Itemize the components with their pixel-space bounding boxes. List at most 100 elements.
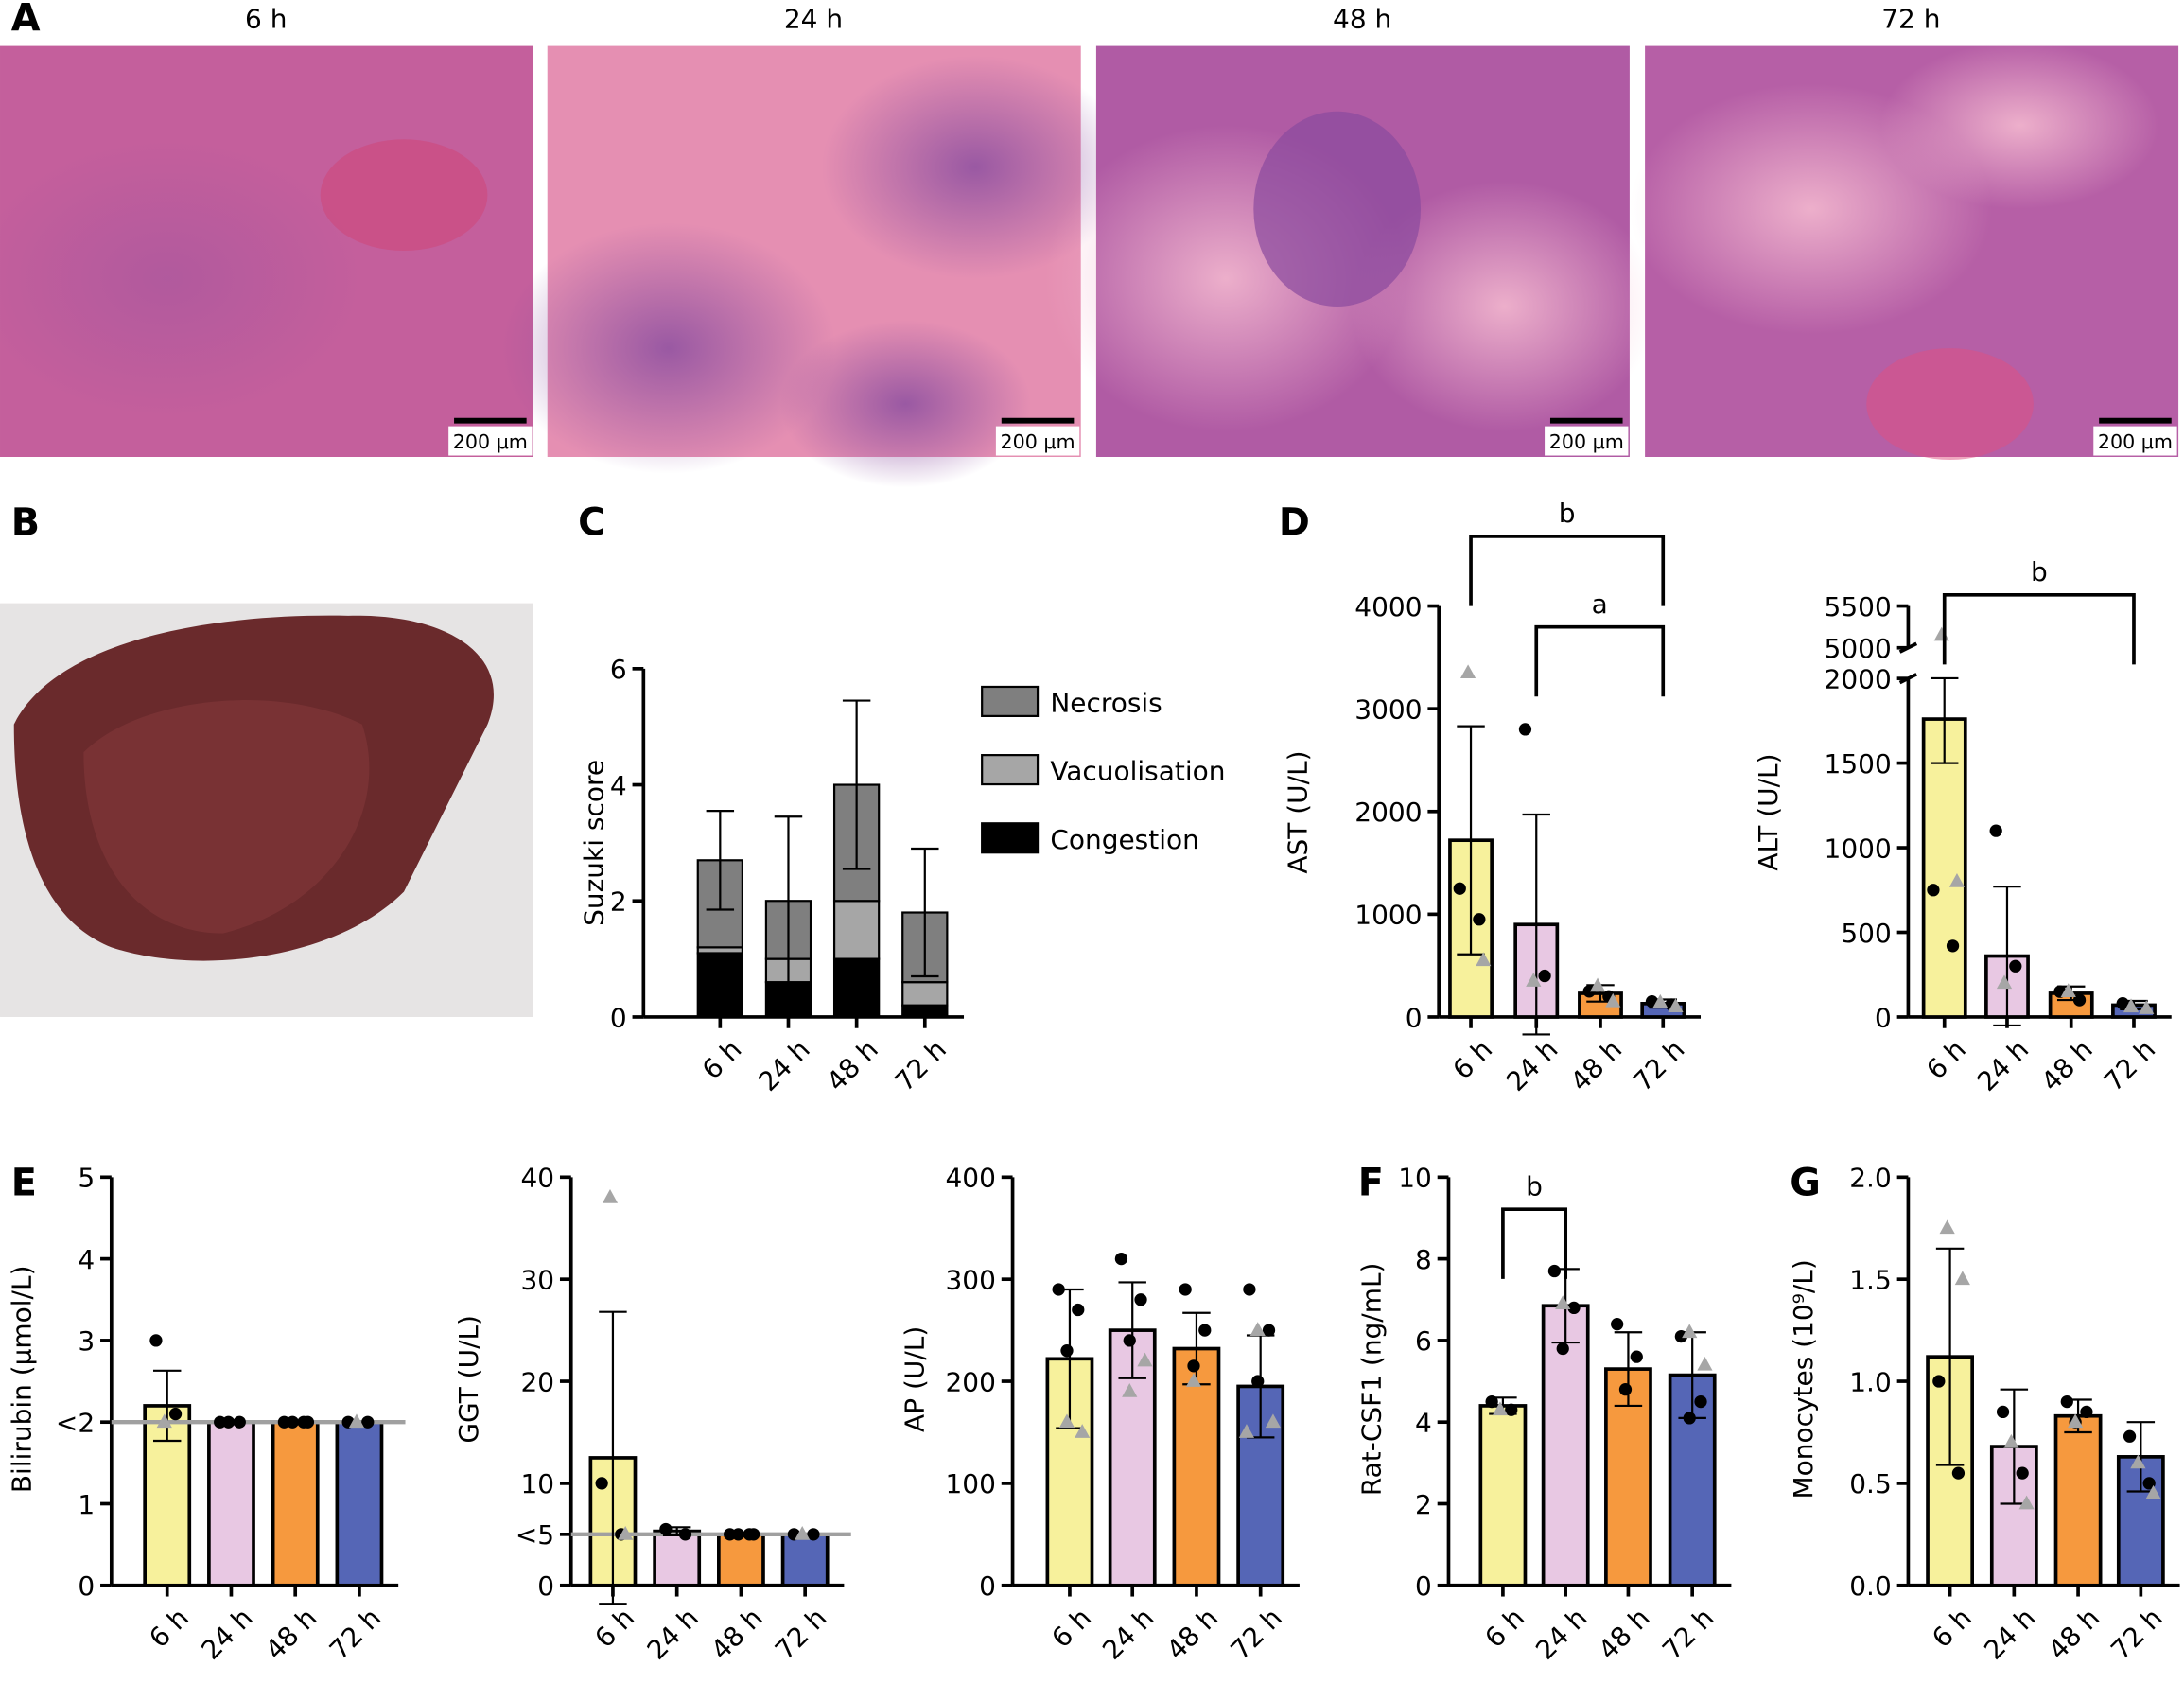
scale-bar-bg xyxy=(995,426,1080,456)
x-tick-label: 24 h xyxy=(1978,1602,2041,1665)
y-tick-label: 1000 xyxy=(1825,833,1892,864)
y-tick-label: 3000 xyxy=(1354,693,1422,725)
x-tick-label: 6 h xyxy=(696,1034,748,1086)
x-tick-label: 72 h xyxy=(2105,1602,2168,1665)
y-tick-label: 5 xyxy=(78,1163,95,1194)
bar-segment xyxy=(696,952,743,1019)
x-tick-label: 6 h xyxy=(1478,1602,1530,1654)
y-tick-label: 1 xyxy=(78,1489,95,1520)
x-tick-label: 48 h xyxy=(1564,1034,1628,1097)
data-point xyxy=(149,1334,163,1347)
data-point-triangle xyxy=(1075,1424,1091,1438)
significance-label: b xyxy=(2031,556,2048,587)
data-point xyxy=(1453,882,1466,895)
x-tick-label: 48 h xyxy=(2042,1602,2105,1665)
x-tick-label: 48 h xyxy=(1592,1602,1655,1665)
data-point-triangle xyxy=(2018,1495,2035,1510)
data-point xyxy=(807,1528,820,1541)
scale-bar-label: 200 μm xyxy=(1001,430,1075,453)
bar xyxy=(271,1420,320,1587)
y-tick-label: <5 xyxy=(515,1519,554,1551)
data-point-triangle xyxy=(1137,1352,1153,1367)
data-point xyxy=(1123,1334,1136,1347)
y-tick-label: 0.0 xyxy=(1849,1570,1891,1602)
legend-swatch xyxy=(981,822,1040,854)
y-tick-label: 0 xyxy=(537,1570,554,1602)
data-point xyxy=(1179,1283,1192,1296)
data-point-triangle xyxy=(1185,1373,1202,1387)
y-tick-label: 3 xyxy=(78,1325,95,1357)
micrographs xyxy=(0,42,2179,488)
micrograph xyxy=(1629,42,2179,460)
bar-segment xyxy=(832,900,881,960)
data-point-triangle xyxy=(1122,1382,1138,1397)
data-point xyxy=(2016,1466,2029,1480)
y-tick-label: 1.0 xyxy=(1849,1366,1891,1397)
x-tick-label: 72 h xyxy=(323,1602,387,1665)
bar xyxy=(2116,1455,2165,1587)
legend-label: Vacuolisation xyxy=(1050,756,1225,787)
data-point-triangle xyxy=(1058,1413,1075,1429)
data-point-triangle xyxy=(1668,998,1684,1013)
data-point xyxy=(1630,1350,1643,1363)
y-tick-label: 10 xyxy=(520,1468,554,1499)
micrograph-title: 48 h xyxy=(1333,3,1391,34)
y-axis-label: Bilirubin (μmol/L) xyxy=(6,1266,37,1494)
panel-label: F xyxy=(1358,1161,1384,1204)
y-tick-label: 6 xyxy=(1415,1325,1432,1357)
data-point xyxy=(1243,1283,1256,1296)
data-point xyxy=(1262,1324,1276,1337)
chart: 0 1000 2000 3000 4000 AST (U/L) 6 h 24 h 48 h72 … xyxy=(1282,498,1702,1097)
y-tick-label: <2 xyxy=(56,1408,95,1439)
y-tick-label: 0 xyxy=(78,1570,95,1602)
data-point-triangle xyxy=(1249,1322,1266,1337)
data-point xyxy=(1989,824,2002,837)
data-point-triangle xyxy=(602,1189,619,1203)
data-point xyxy=(595,1477,608,1490)
data-point-triangle xyxy=(1265,1413,1282,1429)
data-point-triangle xyxy=(1526,973,1542,987)
data-point-triangle xyxy=(1939,1219,1955,1235)
x-tick-label: 72 h xyxy=(1627,1034,1690,1097)
significance-label: a xyxy=(1592,588,1608,620)
scale-bar-bg xyxy=(448,426,533,456)
micrograph-title: 24 h xyxy=(784,3,843,34)
data-point-triangle xyxy=(1652,993,1669,1008)
data-point-triangle xyxy=(2145,1484,2161,1499)
data-point xyxy=(1618,1383,1633,1396)
y-tick-label: 30 xyxy=(520,1264,554,1295)
data-point xyxy=(286,1415,299,1429)
x-tick-label: 48 h xyxy=(2035,1034,2099,1097)
y-tick-label: 300 xyxy=(946,1264,996,1295)
micrograph xyxy=(501,45,1128,488)
data-point xyxy=(1060,1344,1074,1358)
significance-label: b xyxy=(1526,1170,1543,1201)
y-tick-label: 1000 xyxy=(1354,900,1422,931)
data-point xyxy=(1996,1405,2010,1419)
y-tick-label: 2000 xyxy=(1354,797,1422,828)
scale-bar-label: 200 μm xyxy=(2098,430,2173,453)
data-point-triangle xyxy=(2130,1454,2146,1469)
bar xyxy=(1921,717,1967,1019)
legend-label: Necrosis xyxy=(1050,687,1162,718)
data-point xyxy=(1052,1283,1065,1296)
y-tick-label: 0 xyxy=(1415,1570,1432,1602)
y-tick-label: 4 xyxy=(1415,1408,1432,1439)
bar xyxy=(1478,1404,1528,1587)
data-point xyxy=(1518,723,1532,736)
data-point-triangle xyxy=(1933,626,1949,641)
legend-swatch xyxy=(981,685,1040,718)
data-point-triangle xyxy=(1492,1401,1509,1416)
data-point xyxy=(2072,993,2087,1007)
panel-label: C xyxy=(578,500,605,544)
data-point xyxy=(731,1528,745,1541)
x-tick-label: 24 h xyxy=(195,1602,258,1665)
data-point xyxy=(2080,1405,2093,1419)
legend-swatch xyxy=(981,754,1040,786)
x-tick-label: 72 h xyxy=(2098,1034,2161,1097)
panel-label: B xyxy=(11,500,40,544)
data-point-triangle xyxy=(2139,1000,2155,1014)
bar-segment xyxy=(901,1004,949,1019)
y-axis-label: AST (U/L) xyxy=(1282,750,1313,873)
